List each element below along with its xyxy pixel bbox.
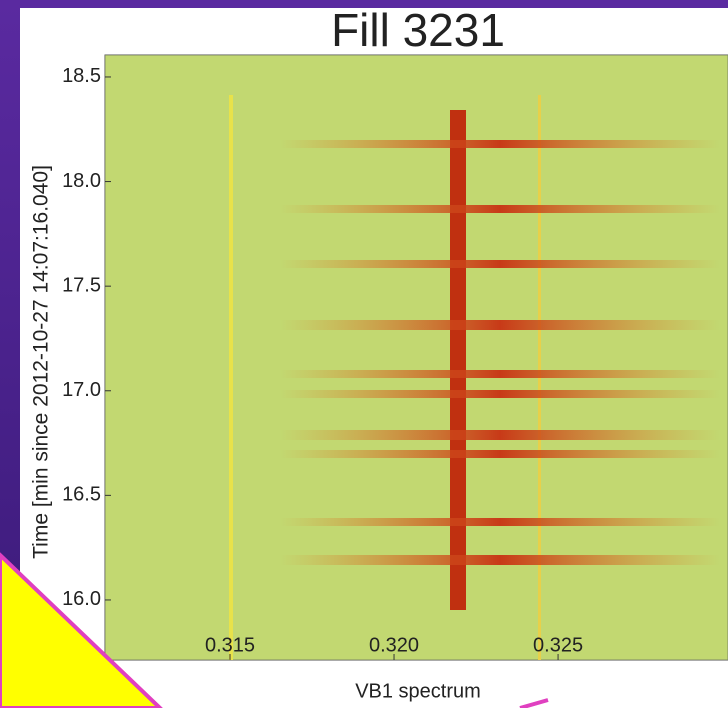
decor-line [519,698,549,710]
y-tick-label: 18.0 [62,170,101,192]
x-tick-label: 0.315 [205,634,255,656]
heatmap-image [104,54,728,661]
y-axis-label: Time [min since 2012-10-27 14:07:16.040] [30,165,53,559]
x-tick-label: 0.320 [369,634,419,656]
y-tick-label: 18.5 [62,65,101,87]
axes: 0.315 0.320 0.325 16.0 16.5 17.0 17.5 18.0 18.5 [62,65,583,660]
y-tick-label: 17.5 [62,274,101,296]
y-tick-label: 16.5 [62,484,101,506]
y-tick-label: 16.0 [62,588,101,610]
x-tick-label: 0.325 [533,634,583,656]
chart-title: Fill 3231 [331,4,505,56]
x-axis-label: VB1 spectrum [355,680,481,702]
y-tick-label: 17.0 [62,379,101,401]
